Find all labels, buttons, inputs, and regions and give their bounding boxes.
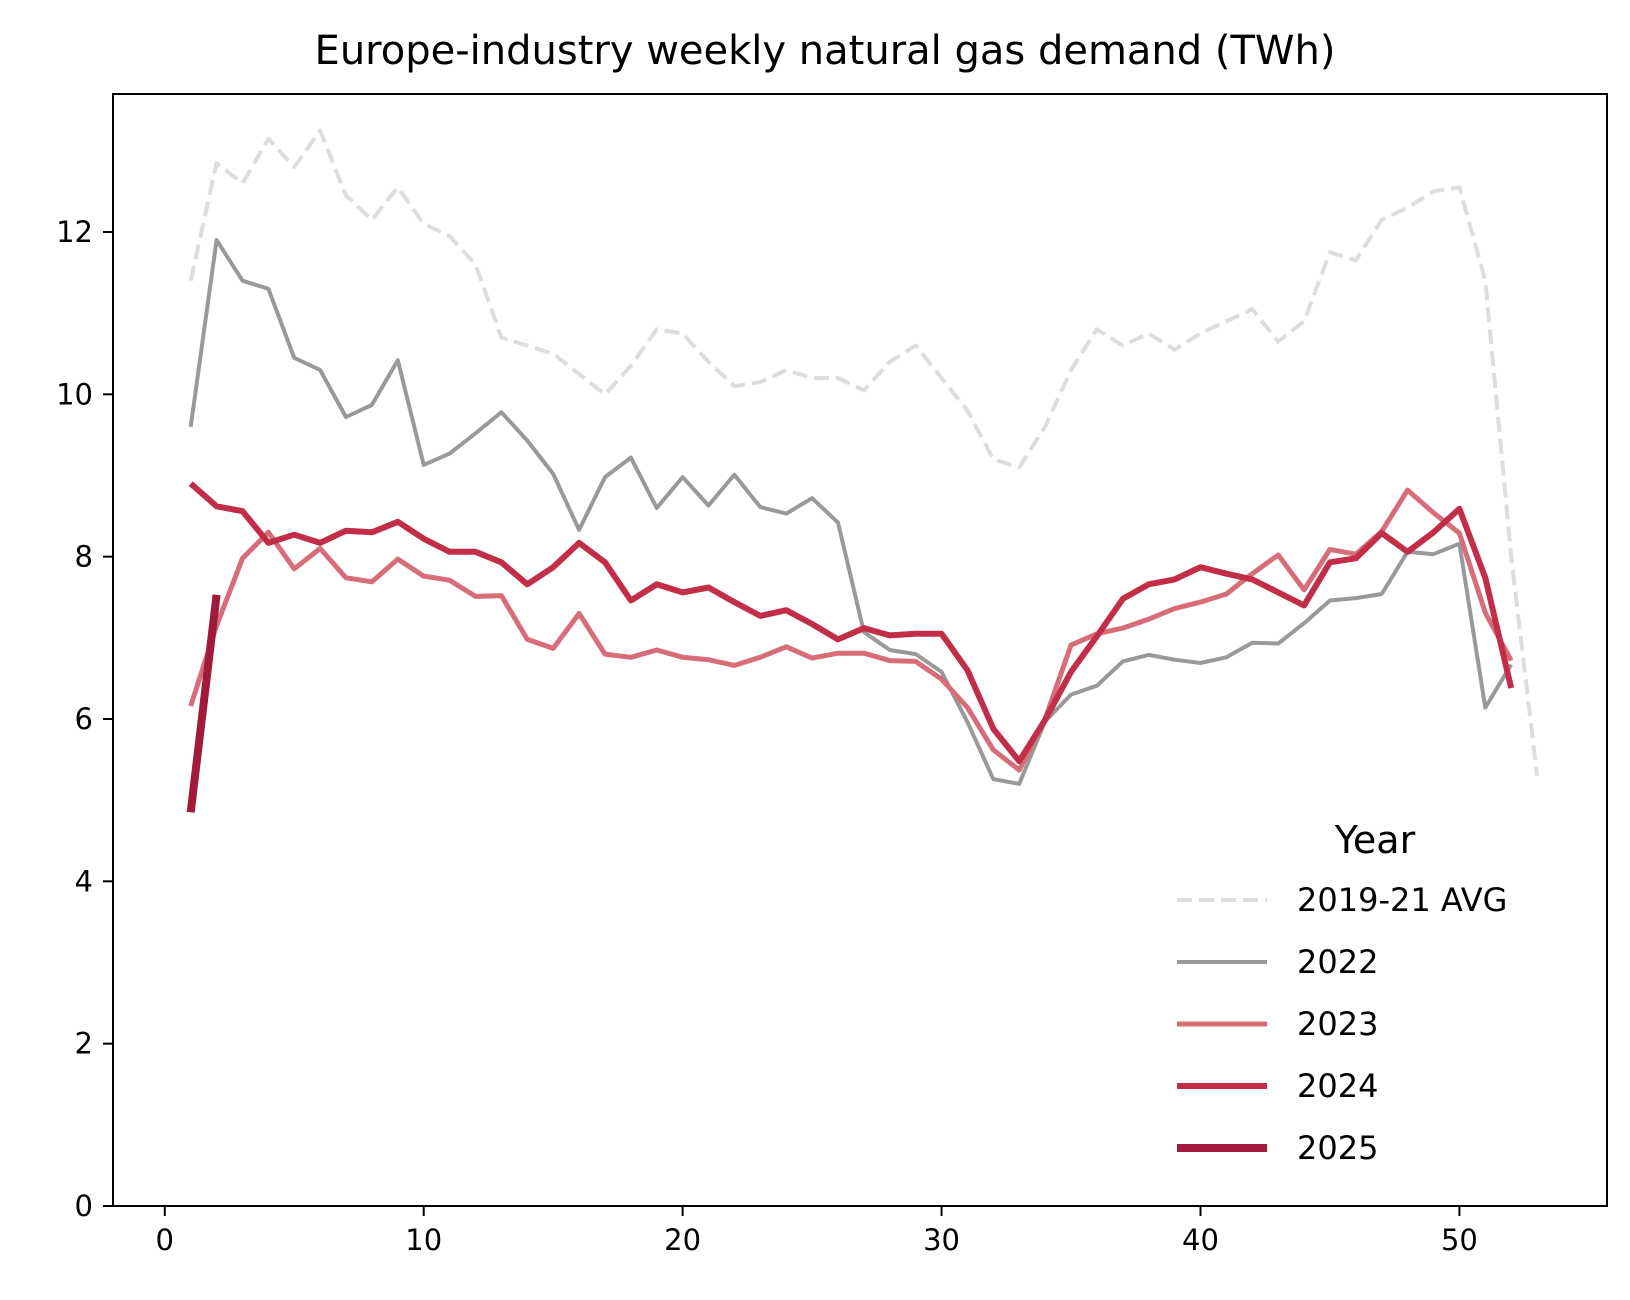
legend: Year 2019-21 AVG 2022 2023 2024 2025 [1177, 818, 1507, 1167]
y-axis: 0 2 4 6 8 10 12 [56, 215, 113, 1223]
y-tick-label: 10 [56, 377, 93, 411]
y-tick-label: 2 [75, 1027, 93, 1061]
plot-frame [112, 93, 1608, 1207]
legend-label: 2022 [1297, 943, 1378, 981]
y-tick-label: 0 [75, 1189, 93, 1223]
legend-title: Year [1334, 818, 1416, 862]
x-tick-label: 50 [1441, 1223, 1478, 1257]
legend-label: 2019-21 AVG [1297, 881, 1507, 919]
x-tick-label: 40 [1182, 1223, 1219, 1257]
y-tick-label: 8 [75, 540, 93, 574]
series-line-2019-21-avg [188, 128, 1540, 777]
x-tick-label: 10 [405, 1223, 442, 1257]
chart-title: Europe-industry weekly natural gas deman… [315, 28, 1336, 74]
legend-label: 2024 [1297, 1067, 1378, 1105]
x-tick-label: 0 [156, 1223, 174, 1257]
legend-label: 2023 [1297, 1005, 1378, 1043]
x-axis: 0 10 20 30 40 50 [156, 1206, 1478, 1257]
legend-label: 2025 [1297, 1129, 1378, 1167]
y-tick-label: 6 [75, 702, 93, 736]
plot-lines [186, 128, 1540, 813]
y-tick-label: 12 [56, 215, 93, 249]
x-tick-label: 20 [664, 1223, 701, 1257]
x-tick-label: 30 [923, 1223, 960, 1257]
y-tick-label: 4 [75, 864, 93, 898]
series-line-2024 [188, 481, 1515, 765]
series-line-2023 [188, 487, 1514, 773]
series-line-2022 [188, 238, 1513, 786]
series-line-2025 [186, 594, 221, 813]
